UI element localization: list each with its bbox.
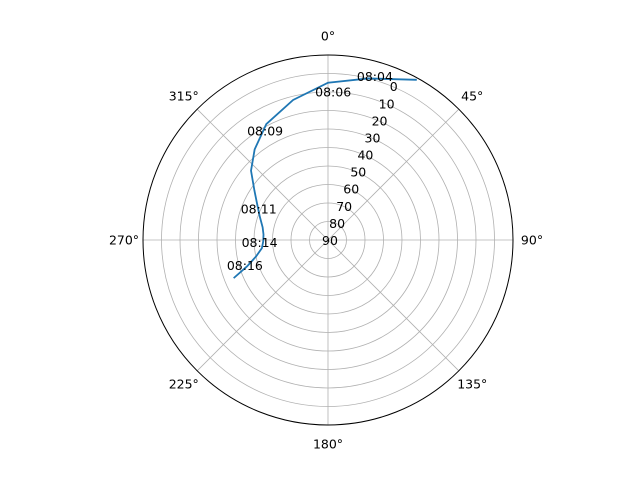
theta-tick-label: 45° bbox=[461, 88, 483, 103]
time-annotation: 08:09 bbox=[247, 124, 283, 139]
theta-gridline bbox=[196, 108, 329, 241]
theta-gridline bbox=[327, 239, 460, 372]
r-tick-label: 30 bbox=[365, 130, 381, 145]
time-annotation: 08:04 bbox=[357, 69, 393, 84]
theta-gridline bbox=[327, 108, 460, 241]
time-annotation: 08:16 bbox=[227, 258, 263, 273]
polar-spine bbox=[142, 54, 514, 426]
theta-tick-label: 270° bbox=[109, 233, 139, 248]
r-tick-label: 70 bbox=[336, 199, 352, 214]
series-layer bbox=[233, 77, 417, 279]
r-tick-label: 90 bbox=[322, 233, 338, 248]
theta-tick-label: 90° bbox=[521, 233, 543, 248]
time-annotation: 08:06 bbox=[315, 85, 351, 100]
r-tick-label: 60 bbox=[343, 182, 359, 197]
r-tick-label: 0 bbox=[390, 79, 398, 94]
label-layer: 0° 45° 90° 135° 180° 225° 270° 315° 0 10 20 30 40 50 6… bbox=[109, 29, 543, 452]
r-tick-label: 10 bbox=[379, 96, 395, 111]
grid-layer bbox=[143, 55, 513, 425]
theta-tick-label: 180° bbox=[313, 437, 343, 452]
theta-tick-label: 0° bbox=[321, 29, 335, 44]
r-tick-label: 20 bbox=[372, 113, 388, 128]
theta-tick-label: 135° bbox=[457, 377, 487, 392]
theta-tick-label: 225° bbox=[169, 377, 199, 392]
r-tick-label: 80 bbox=[329, 216, 345, 231]
time-annotation: 08:11 bbox=[241, 202, 277, 217]
time-annotation: 08:14 bbox=[242, 235, 278, 250]
r-tick-label: 50 bbox=[350, 165, 366, 180]
r-tick-label: 40 bbox=[357, 148, 373, 163]
series-line bbox=[233, 77, 417, 279]
theta-gridline bbox=[196, 239, 329, 372]
theta-tick-label: 315° bbox=[169, 88, 199, 103]
